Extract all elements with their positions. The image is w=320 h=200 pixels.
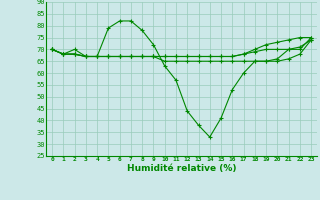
X-axis label: Humidité relative (%): Humidité relative (%) — [127, 164, 236, 173]
